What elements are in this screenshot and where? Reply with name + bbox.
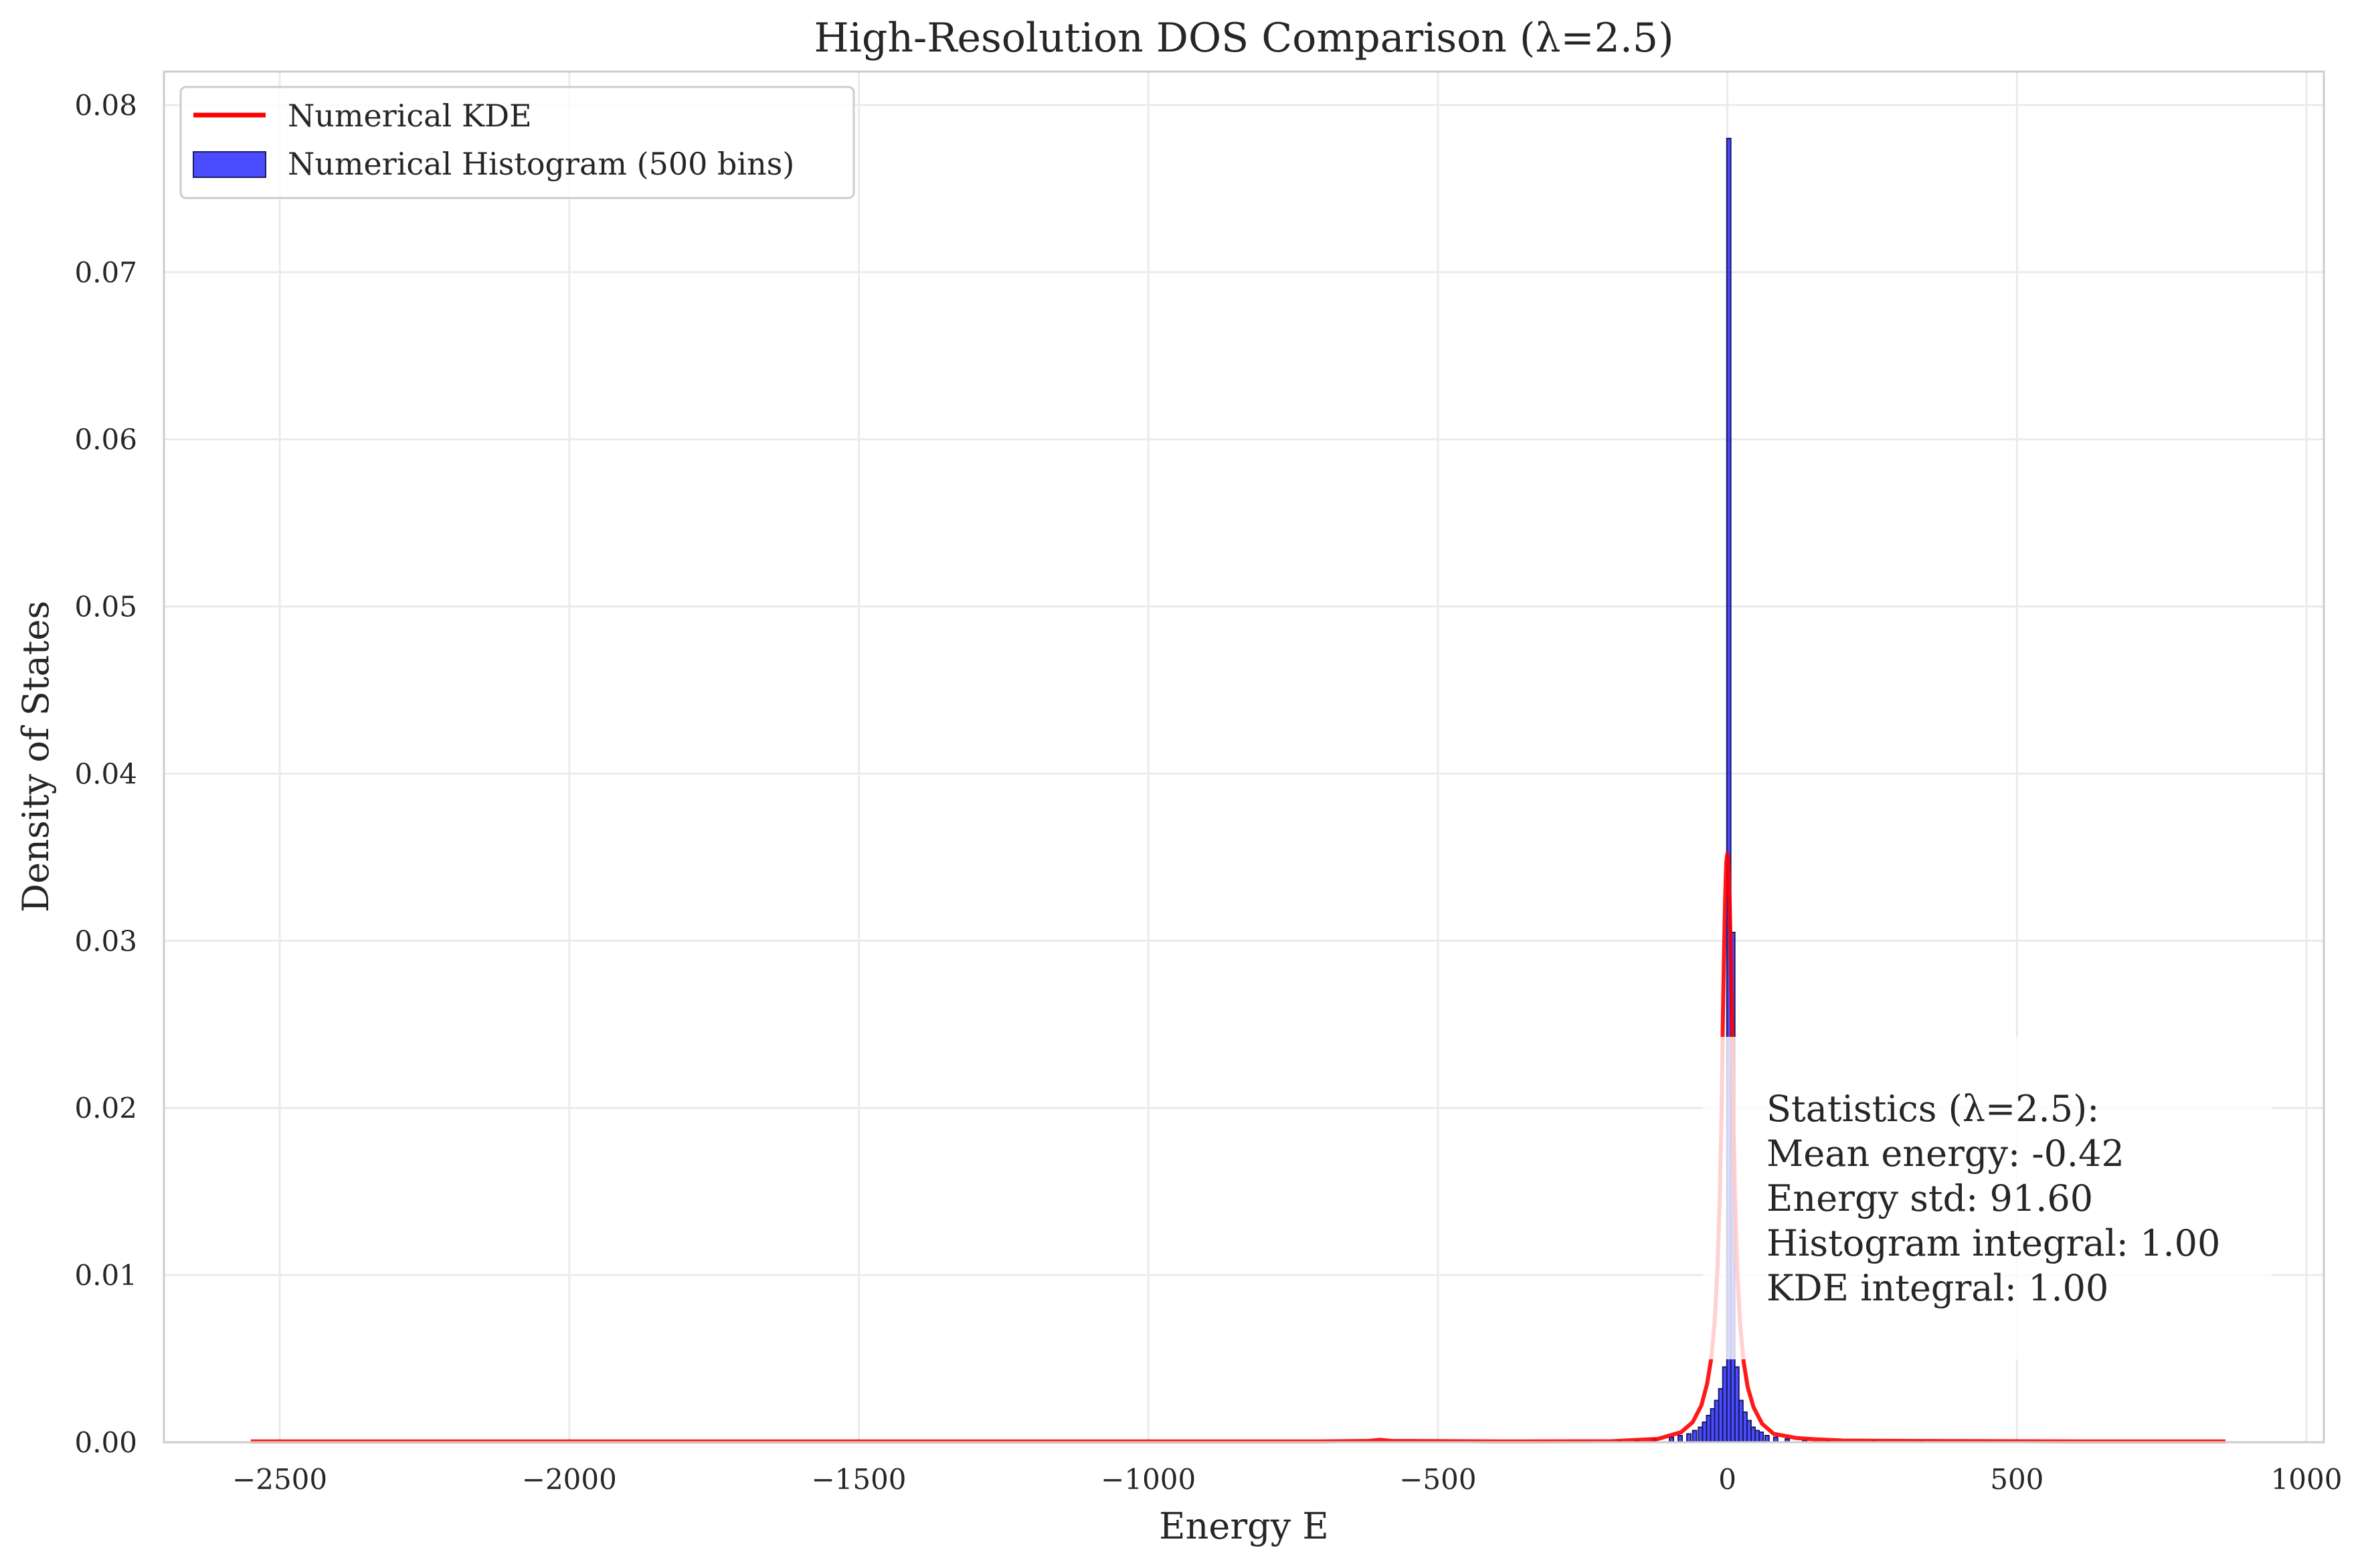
histogram-bar bbox=[1714, 1399, 1720, 1444]
x-tick-label: −500 bbox=[1399, 1463, 1476, 1496]
histogram-bar bbox=[1698, 1426, 1704, 1444]
x-tick-label: 500 bbox=[1990, 1463, 2043, 1496]
histogram-bar bbox=[1722, 1366, 1728, 1444]
statistics-box-background bbox=[1703, 1037, 2272, 1359]
histogram-bar bbox=[1738, 1399, 1744, 1444]
histogram-bar bbox=[1750, 1426, 1756, 1444]
y-tick-label: 0.00 bbox=[74, 1426, 137, 1459]
histogram-bar bbox=[1754, 1430, 1760, 1444]
axes-frame bbox=[163, 70, 2325, 1444]
y-tick-label: 0.03 bbox=[74, 924, 137, 957]
legend-kde-label: Numerical KDE bbox=[288, 98, 532, 134]
histogram-bar bbox=[1706, 1415, 1712, 1444]
x-tick-label: −2000 bbox=[522, 1463, 617, 1496]
legend-frame bbox=[179, 86, 855, 199]
statistics-line: KDE integral: 1.00 bbox=[1766, 1267, 2108, 1309]
y-tick-label: 0.07 bbox=[74, 256, 137, 289]
statistics-line: Energy std: 91.60 bbox=[1766, 1177, 2093, 1219]
x-axis-label: Energy E bbox=[1159, 1505, 1329, 1547]
histogram-bar bbox=[1710, 1408, 1716, 1444]
y-tick-label: 0.01 bbox=[74, 1259, 137, 1292]
tick-labels: −2500 −2000 −1500 −1000 −500 0 500 1000 0.00 0.01… bbox=[74, 89, 2342, 1496]
x-tick-label: 0 bbox=[1718, 1463, 1736, 1496]
y-axis-label: Density of States bbox=[15, 601, 57, 912]
x-tick-label: −1000 bbox=[1101, 1463, 1196, 1496]
histogram-bar bbox=[1742, 1411, 1748, 1444]
y-tick-label: 0.04 bbox=[74, 757, 137, 790]
legend: Numerical KDE Numerical Histogram (500 b… bbox=[179, 86, 855, 199]
statistics-line: Statistics (λ=2.5): bbox=[1766, 1088, 2099, 1130]
histogram-bar bbox=[1692, 1430, 1698, 1444]
y-tick-label: 0.05 bbox=[74, 591, 137, 623]
y-tick-label: 0.08 bbox=[74, 89, 137, 122]
x-tick-label: −2500 bbox=[232, 1463, 327, 1496]
statistics-line: Mean energy: -0.42 bbox=[1766, 1133, 2124, 1175]
histogram-bar bbox=[1746, 1419, 1752, 1444]
chart-title: High-Resolution DOS Comparison (λ=2.5) bbox=[814, 15, 1673, 62]
histogram-bar bbox=[1758, 1432, 1764, 1444]
y-tick-label: 0.06 bbox=[74, 423, 137, 456]
statistics-line: Histogram integral: 1.00 bbox=[1766, 1222, 2220, 1264]
histogram-bar bbox=[1686, 1433, 1692, 1444]
legend-histogram-label: Numerical Histogram (500 bins) bbox=[288, 146, 794, 182]
x-tick-label: −1500 bbox=[811, 1463, 906, 1496]
histogram-bar bbox=[1702, 1422, 1708, 1444]
x-tick-label: 1000 bbox=[2271, 1463, 2343, 1496]
histogram-bar bbox=[1718, 1388, 1724, 1444]
statistics-box: Statistics (λ=2.5): Mean energy: -0.42 E… bbox=[1703, 1037, 2272, 1359]
y-tick-label: 0.02 bbox=[74, 1092, 137, 1124]
histogram-bar bbox=[1734, 1366, 1740, 1444]
legend-histogram-swatch bbox=[193, 151, 266, 178]
